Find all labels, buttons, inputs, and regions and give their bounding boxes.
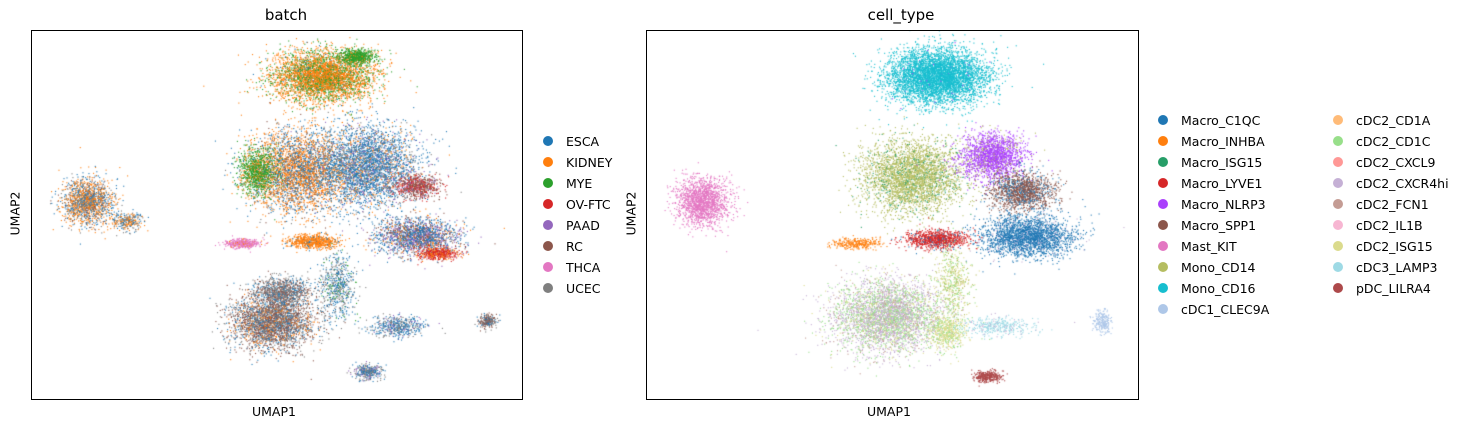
legend-label: RC <box>566 238 583 254</box>
legend-item: Mast_KIT <box>1158 236 1237 256</box>
legend-marker <box>1158 241 1168 251</box>
legend-label: cDC2_FCN1 <box>1356 196 1429 212</box>
legend-marker <box>543 262 553 272</box>
legend-label: cDC2_CXCR4hi <box>1356 175 1449 191</box>
legend-label: cDC3_LAMP3 <box>1356 259 1438 275</box>
y-axis-label: UMAP2 <box>7 191 23 236</box>
legend-item: PAAD <box>543 215 600 235</box>
legend-item: pDC_LILRA4 <box>1333 278 1431 298</box>
legend-label: Macro_SPP1 <box>1181 217 1257 233</box>
legend-label: PAAD <box>566 217 600 233</box>
legend-label: Macro_INHBA <box>1181 133 1265 149</box>
legend-label: Mono_CD14 <box>1181 259 1256 275</box>
legend-item: OV-FTC <box>543 194 611 214</box>
legend-marker <box>1333 262 1343 272</box>
legend-item: ESCA <box>543 131 599 151</box>
legend-item: cDC1_CLEC9A <box>1158 299 1269 319</box>
legend-item: UCEC <box>543 278 601 298</box>
legend-label: OV-FTC <box>566 196 611 212</box>
legend-item: cDC2_CXCL9 <box>1333 152 1435 172</box>
legend-label: cDC2_ISG15 <box>1356 238 1433 254</box>
legend-label: UCEC <box>566 280 601 296</box>
legend-marker <box>1158 199 1168 209</box>
legend-item: cDC2_ISG15 <box>1333 236 1433 256</box>
legend-label: Macro_NLRP3 <box>1181 196 1266 212</box>
legend-item: THCA <box>543 257 600 277</box>
legend-marker <box>1333 157 1343 167</box>
legend-item: Macro_LYVE1 <box>1158 173 1262 193</box>
legend-label: MYE <box>566 175 593 191</box>
scatter-points <box>32 31 522 399</box>
legend-label: cDC2_IL1B <box>1356 217 1423 233</box>
legend-marker <box>1158 283 1168 293</box>
legend-item: cDC2_CD1C <box>1333 131 1430 151</box>
legend-item: Macro_NLRP3 <box>1158 194 1266 214</box>
legend-marker <box>1333 115 1343 125</box>
legend-item: Mono_CD14 <box>1158 257 1256 277</box>
legend-label: cDC2_CXCL9 <box>1356 154 1436 170</box>
legend-item: KIDNEY <box>543 152 612 172</box>
legend-marker <box>1333 178 1343 188</box>
legend-marker <box>1158 115 1168 125</box>
legend-marker <box>543 220 553 230</box>
legend-item: cDC2_IL1B <box>1333 215 1423 235</box>
legend-marker <box>1333 136 1343 146</box>
legend-marker <box>1333 220 1343 230</box>
legend-label: Mast_KIT <box>1181 238 1237 254</box>
legend-label: pDC_LILRA4 <box>1356 280 1431 296</box>
legend-marker <box>543 199 553 209</box>
legend-item: Macro_C1QC <box>1158 110 1260 130</box>
legend-label: Macro_ISG15 <box>1181 154 1263 170</box>
y-axis-label: UMAP2 <box>623 191 639 236</box>
legend-label: Macro_LYVE1 <box>1181 175 1263 191</box>
legend-item: Macro_INHBA <box>1158 131 1265 151</box>
legend-marker <box>1333 241 1343 251</box>
legend-item: Mono_CD16 <box>1158 278 1256 298</box>
legend-label: Macro_C1QC <box>1181 112 1261 128</box>
legend-marker <box>1158 220 1168 230</box>
legend-marker <box>1333 199 1343 209</box>
legend-marker <box>543 241 553 251</box>
legend-item: MYE <box>543 173 592 193</box>
legend-item: cDC2_CD1A <box>1333 110 1430 130</box>
legend-label: Mono_CD16 <box>1181 280 1256 296</box>
scatter-points <box>647 31 1138 399</box>
x-axis-label: UMAP1 <box>252 404 296 419</box>
legend-item: Macro_ISG15 <box>1158 152 1262 172</box>
legend-marker <box>543 283 553 293</box>
chart-title: cell_type <box>867 6 935 24</box>
legend-item: cDC2_FCN1 <box>1333 194 1429 214</box>
legend-marker <box>1158 136 1168 146</box>
legend-label: KIDNEY <box>566 154 613 170</box>
legend-label: THCA <box>566 259 601 275</box>
chart-title: batch <box>264 6 308 24</box>
legend-marker <box>1158 262 1168 272</box>
legend-label: cDC2_CD1C <box>1356 133 1431 149</box>
scatter-plot-area <box>646 30 1139 400</box>
legend-marker <box>1158 178 1168 188</box>
legend-item: cDC3_LAMP3 <box>1333 257 1438 277</box>
scatter-plot-area <box>31 30 523 400</box>
legend-label: ESCA <box>566 133 600 149</box>
legend-item: RC <box>543 236 583 256</box>
legend-label: cDC1_CLEC9A <box>1181 301 1270 317</box>
legend-item: Macro_SPP1 <box>1158 215 1256 235</box>
legend-marker <box>543 157 553 167</box>
legend-item: cDC2_CXCR4hi <box>1333 173 1449 193</box>
legend-marker <box>543 178 553 188</box>
legend-marker <box>543 136 553 146</box>
x-axis-label: UMAP1 <box>867 404 911 419</box>
legend-marker <box>1333 283 1343 293</box>
legend-label: cDC2_CD1A <box>1356 112 1431 128</box>
legend-marker <box>1158 304 1168 314</box>
legend-marker <box>1158 157 1168 167</box>
